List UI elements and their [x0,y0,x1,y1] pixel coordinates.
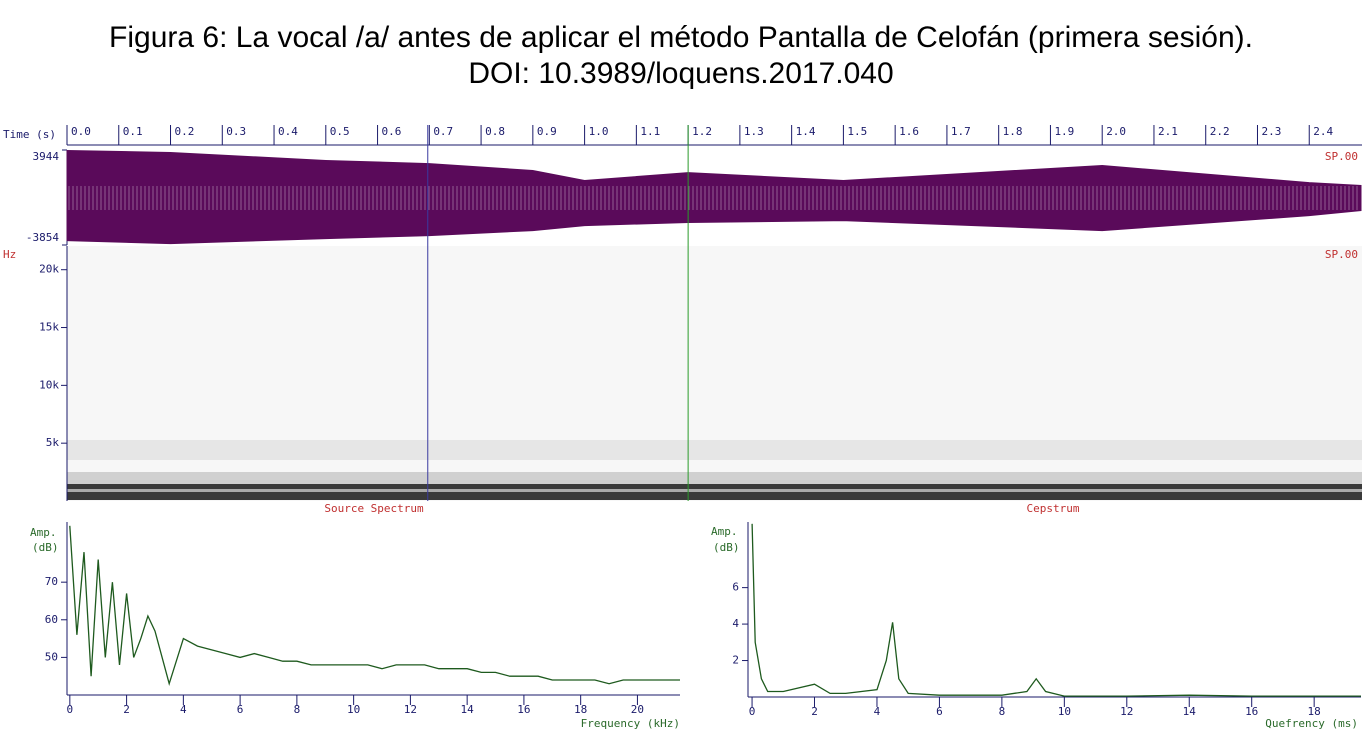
x-tick-label: 0 [749,705,756,718]
x-tick-label: 6 [237,703,244,716]
y-axis-label: (dB) [32,541,59,554]
x-tick-label: 0.9 [537,125,557,138]
x-tick-label: 0.8 [485,125,505,138]
x-tick-label: 0.2 [175,125,195,138]
x-tick-label: 16 [517,703,530,716]
y-axis-label: (dB) [713,541,740,554]
y-axis-label: Amp. [711,525,738,538]
y-tick-label: 20k [39,263,59,276]
x-tick-label: 2.2 [1210,125,1230,138]
y-tick-label: 4 [732,617,739,630]
x-tick-label: 10 [347,703,360,716]
x-tick-label: 4 [180,703,187,716]
x-tick-label: 0.6 [382,125,402,138]
hz-label: Hz [3,248,16,261]
x-tick-label: 10 [1058,705,1071,718]
x-tick-label: 0.1 [123,125,143,138]
y-tick-label: 2 [732,654,739,667]
channel-label: SP.00 [1325,248,1358,261]
waveform-envelope [66,197,1362,245]
spectrogram-band [67,472,1362,484]
spectrum-line [751,523,1361,697]
waveform-envelope [66,149,1362,199]
x-tick-label: 8 [999,705,1006,718]
panel-title: Source Spectrum [324,502,424,515]
figure-title: Figura 6: La vocal /a/ antes de aplicar … [109,21,1253,54]
y-tick-label: 10k [39,378,59,391]
x-tick-label: 1.7 [951,125,971,138]
y-tick-label: 3944 [33,150,60,163]
x-tick-label: 2.0 [1106,125,1126,138]
x-axis-label: Quefrency (ms) [1265,717,1358,730]
x-tick-label: 1.1 [640,125,660,138]
x-tick-label: 1.3 [744,125,764,138]
x-tick-label: 0.5 [330,125,350,138]
x-tick-label: 2 [123,703,130,716]
y-axis-label: Amp. [30,526,57,539]
x-tick-label: 1.9 [1054,125,1074,138]
x-tick-label: 0.4 [278,125,298,138]
figure-doi: DOI: 10.3989/loquens.2017.040 [468,57,893,90]
x-tick-label: 12 [1120,705,1133,718]
x-tick-label: 8 [294,703,301,716]
x-tick-label: 1.6 [899,125,919,138]
x-tick-label: 1.2 [692,125,712,138]
x-tick-label: 4 [874,705,881,718]
spectrogram-bg [67,246,1362,501]
x-tick-label: 0 [67,703,74,716]
x-tick-label: 2.4 [1313,125,1333,138]
spectrum-line [69,525,680,687]
spectrogram-band [67,489,1362,492]
x-tick-label: 6 [936,705,943,718]
x-tick-label: 20 [631,703,644,716]
channel-label: SP.00 [1325,150,1358,163]
x-tick-label: 2 [811,705,818,718]
x-tick-label: 1.0 [589,125,609,138]
x-tick-label: 1.8 [1003,125,1023,138]
y-tick-label: 50 [45,650,58,663]
y-tick-label: 15k [39,321,59,334]
panel-title: Cepstrum [1027,502,1080,515]
x-tick-label: 16 [1245,705,1258,718]
time-axis-label: Time (s) [3,128,56,141]
x-tick-label: 0.0 [71,125,91,138]
x-tick-label: 0.7 [433,125,453,138]
x-tick-label: 12 [404,703,417,716]
x-tick-label: 2.1 [1158,125,1178,138]
x-tick-label: 14 [461,703,475,716]
x-tick-label: 18 [574,703,587,716]
y-tick-label: 60 [45,613,58,626]
y-tick-label: 70 [45,575,58,588]
x-tick-label: 1.4 [796,125,816,138]
y-tick-label: 5k [46,436,60,449]
x-tick-label: 0.3 [226,125,246,138]
x-axis-label: Frequency (kHz) [581,717,680,730]
spectrogram-band [67,440,1362,460]
x-tick-label: 18 [1308,705,1321,718]
x-tick-label: 2.3 [1261,125,1281,138]
y-tick-label: 6 [732,581,739,594]
x-tick-label: 1.5 [847,125,867,138]
x-tick-label: 14 [1183,705,1197,718]
y-tick-label: -3854 [26,231,59,244]
